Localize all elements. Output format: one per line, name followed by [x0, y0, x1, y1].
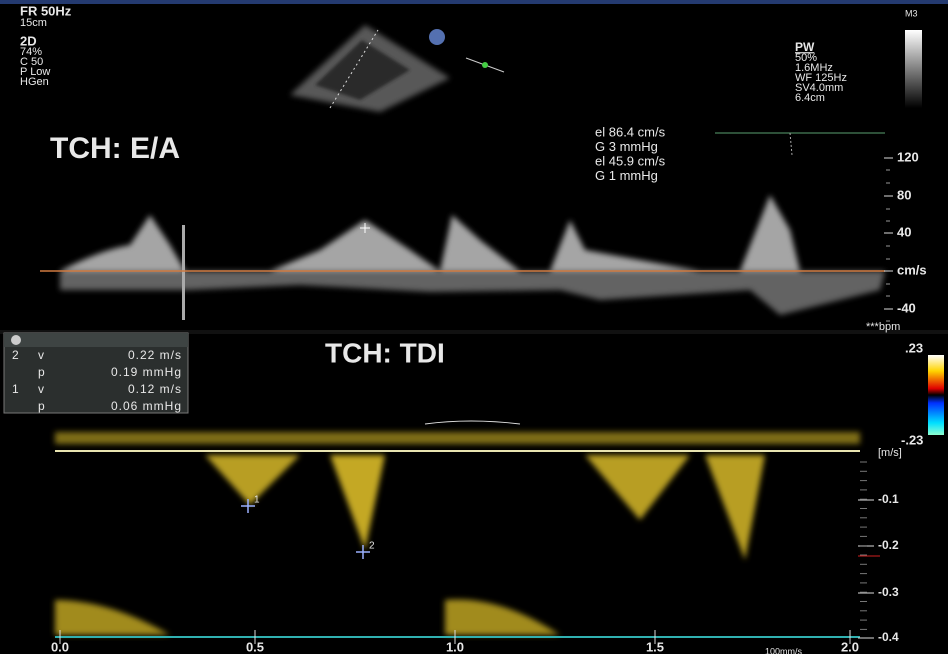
scale-label: 80 — [897, 187, 911, 202]
row-label: v — [38, 382, 44, 396]
row-label: p — [38, 399, 45, 413]
scale-label: 120 — [897, 149, 919, 164]
header-right: 6.4cm — [795, 92, 825, 104]
measurement: el 45.9 cm/s — [595, 153, 666, 168]
color-scale-min: -.23 — [901, 432, 923, 447]
top-border — [0, 0, 948, 4]
measurement: G 3 mmHg — [595, 139, 658, 154]
marker-label: 1 — [254, 495, 260, 506]
grayscale-bar — [905, 30, 922, 108]
marker-label: 2 — [369, 541, 375, 552]
row-value: 0.22 m/s — [128, 348, 182, 362]
ultrasound-screen: FR 50Hz15cm2D74%C 50P LowHGenPW50%1.6MHz… — [0, 0, 948, 654]
x-tick-label: 2.0 — [841, 639, 859, 654]
table-icon — [11, 335, 21, 345]
table-header — [4, 333, 188, 347]
header-left: HGen — [20, 76, 49, 88]
row-value: 0.19 mmHg — [111, 365, 182, 379]
page: Ultrasound Doppler {"header": {"left": [… — [0, 0, 948, 654]
x-tick-label: 1.0 — [446, 639, 464, 654]
scale-label: 40 — [897, 224, 911, 239]
x-tick-label: 0.0 — [51, 639, 69, 654]
scale-label: -40 — [897, 300, 916, 315]
body: FR 50Hz15cm2D74%C 50P LowHGenPW50%1.6MHz… — [0, 0, 948, 654]
color-scale-max: .23 — [905, 340, 923, 355]
mode: M3 — [905, 8, 918, 18]
doppler-label: TCH: E/A — [50, 132, 180, 165]
color-bar — [928, 355, 944, 435]
row-value: 0.06 mmHg — [111, 399, 182, 413]
x-tick-label: 1.5 — [646, 639, 664, 654]
y-tick-label: -0.2 — [878, 538, 899, 552]
sweep-speed: 100mm/s — [765, 646, 803, 654]
spectrum-artifact — [182, 225, 185, 320]
row-label: v — [38, 348, 44, 362]
y-tick-label: -0.1 — [878, 492, 899, 506]
row-value: 0.12 m/s — [128, 382, 182, 396]
x-tick-label: 0.5 — [246, 639, 264, 654]
y-tick-label: -0.4 — [878, 630, 899, 644]
unit: [m/s] — [878, 447, 902, 459]
y-tick-label: -0.3 — [878, 585, 899, 599]
row-id: 2 — [12, 348, 19, 362]
header-left: 15cm — [20, 17, 47, 29]
measurement: el 86.4 cm/s — [595, 124, 666, 139]
scale-label: cm/s — [897, 262, 927, 277]
measurement: G 1 mmHg — [595, 168, 658, 183]
row-label: p — [38, 365, 45, 379]
tdi-label: TCH: TDI — [325, 337, 445, 368]
row-id: 1 — [12, 382, 19, 396]
heart-rate: ***bpm — [866, 321, 900, 333]
